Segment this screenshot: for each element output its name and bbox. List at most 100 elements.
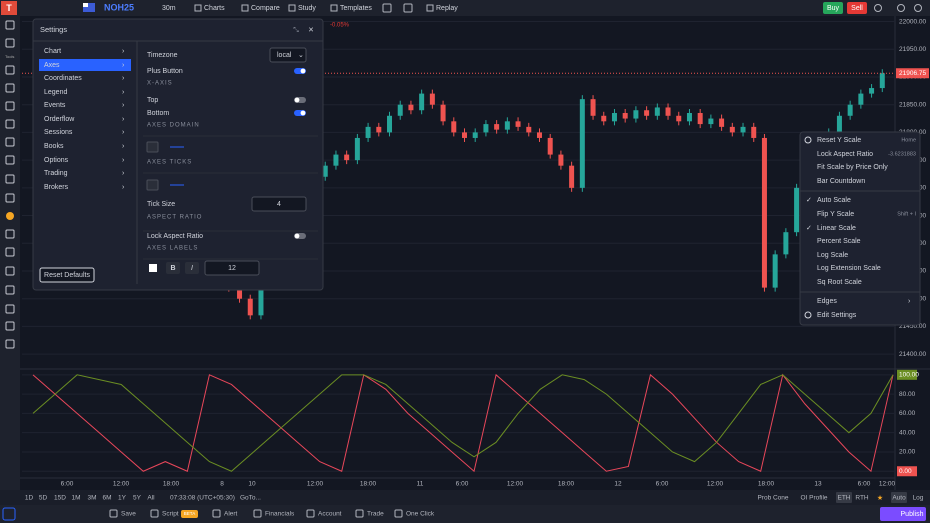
collapse-icon[interactable]: ⤡ <box>293 27 299 34</box>
tool-icon[interactable] <box>5 321 15 331</box>
candle <box>376 126 382 133</box>
bold-button[interactable] <box>166 262 180 274</box>
bottom-button[interactable]: Script <box>162 511 179 518</box>
time-label: 18:00 <box>558 481 575 488</box>
bottom-button[interactable]: Trade <box>367 511 384 518</box>
menu-item[interactable]: Lock Aspect Ratio <box>817 151 873 158</box>
color-swatch[interactable] <box>146 179 159 191</box>
buy-button[interactable] <box>823 2 843 14</box>
tool-icon[interactable] <box>5 193 15 203</box>
time-label: 11 <box>417 481 424 488</box>
range-toggle[interactable]: ETH <box>838 495 851 502</box>
settings-menu-item[interactable]: Axes <box>44 62 60 69</box>
color-checkbox[interactable] <box>149 264 157 272</box>
tool-icon[interactable] <box>5 20 15 30</box>
reset-button[interactable] <box>39 267 95 283</box>
settings-menu-item[interactable]: Books <box>44 143 64 150</box>
range-button[interactable]: 15D <box>54 495 66 502</box>
candle <box>622 113 628 119</box>
toolbar-icon[interactable] <box>897 4 905 12</box>
toolbar-icon[interactable] <box>874 4 882 12</box>
toolbar-button[interactable]: Charts <box>204 5 225 12</box>
tool-icon[interactable] <box>5 229 15 239</box>
menu-item[interactable]: Reset Y Scale <box>817 137 861 144</box>
menu-item[interactable]: Log Scale <box>817 252 848 259</box>
input[interactable] <box>204 260 260 276</box>
menu-item[interactable]: Bar Countdown <box>817 178 865 185</box>
settings-menu-item[interactable]: Options <box>44 157 69 164</box>
toolbar-icon[interactable] <box>382 3 392 13</box>
range-toggle[interactable]: RTH <box>855 495 869 502</box>
tool-icon[interactable] <box>5 101 15 111</box>
range-toggle[interactable]: Auto <box>892 495 906 502</box>
range-button[interactable]: All <box>147 495 155 502</box>
range-button[interactable]: 1D <box>25 495 34 502</box>
publish-button[interactable] <box>880 507 926 521</box>
menu-item[interactable]: Edit Settings <box>817 312 857 319</box>
dropdown[interactable] <box>269 47 307 63</box>
tool-icon[interactable] <box>5 65 15 75</box>
range-button[interactable]: 5D <box>39 495 48 502</box>
menu-item[interactable]: Flip Y Scale <box>817 211 854 218</box>
menu-item[interactable]: Edges <box>817 298 837 305</box>
toolbar-icon[interactable] <box>403 3 413 13</box>
tool-icon[interactable] <box>5 266 15 276</box>
tool-icon[interactable] <box>5 137 15 147</box>
range-button[interactable]: 5Y <box>133 495 142 502</box>
tool-icon[interactable] <box>5 119 15 129</box>
section-header: AXES LABELS <box>147 246 198 252</box>
range-toggle[interactable]: OI Profile <box>800 495 827 502</box>
tool-icon[interactable] <box>6 212 14 220</box>
input[interactable] <box>251 196 307 212</box>
settings-menu-item[interactable]: Coordinates <box>44 75 82 82</box>
close-icon[interactable]: × <box>308 24 313 34</box>
toolbar-button[interactable]: Study <box>298 5 316 12</box>
range-button[interactable]: 6M <box>102 495 111 502</box>
tool-icon[interactable] <box>5 38 15 48</box>
settings-menu-item[interactable]: Brokers <box>44 184 69 191</box>
y-tick-label: 40.00 <box>899 429 916 436</box>
bottom-button[interactable]: Financials <box>265 511 295 518</box>
interval[interactable]: 30m <box>162 5 176 12</box>
tool-icon[interactable] <box>5 83 15 93</box>
tool-icon[interactable] <box>5 174 15 184</box>
star-icon[interactable]: ★ <box>877 494 883 502</box>
bottom-button[interactable]: Account <box>318 511 342 518</box>
menu-item[interactable]: Linear Scale <box>817 225 856 232</box>
tool-icon[interactable] <box>5 285 15 295</box>
range-button[interactable]: 3M <box>87 495 96 502</box>
settings-menu-item[interactable]: Trading <box>44 170 68 177</box>
range-button[interactable]: 1Y <box>118 495 127 502</box>
bottom-button[interactable]: Alert <box>224 511 238 518</box>
range-toggle[interactable]: Prob Cone <box>757 495 788 502</box>
settings-menu-item[interactable]: Orderflow <box>44 116 75 123</box>
left-panel-toggle[interactable] <box>2 507 16 521</box>
tool-icon[interactable] <box>5 155 15 165</box>
menu-item[interactable]: Fit Scale by Price Only <box>817 164 888 171</box>
settings-menu-item[interactable]: Events <box>44 102 66 109</box>
tool-icon[interactable] <box>5 339 15 349</box>
toolbar-button[interactable]: Templates <box>340 5 372 12</box>
settings-menu-item[interactable]: Legend <box>44 89 67 96</box>
toolbar-icon[interactable] <box>914 4 922 12</box>
italic-button[interactable] <box>185 262 199 274</box>
menu-item[interactable]: Sq Root Scale <box>817 279 862 286</box>
settings-menu-item[interactable]: Sessions <box>44 129 73 136</box>
sell-button[interactable] <box>847 2 867 14</box>
toolbar-button[interactable]: Compare <box>251 5 280 12</box>
logo[interactable] <box>1 1 17 15</box>
toolbar-button[interactable]: Replay <box>436 5 458 12</box>
menu-item[interactable]: Percent Scale <box>817 238 861 245</box>
goto-button[interactable]: GoTo... <box>240 495 261 502</box>
bottom-button[interactable]: One Click <box>406 511 435 518</box>
menu-item[interactable]: Auto Scale <box>817 197 851 204</box>
menu-item[interactable]: Log Extension Scale <box>817 265 881 272</box>
symbol[interactable]: NOH25 <box>104 2 134 12</box>
bottom-button[interactable]: Save <box>121 511 136 518</box>
range-button[interactable]: 1M <box>71 495 80 502</box>
range-toggle[interactable]: Log <box>913 495 924 502</box>
tool-icon[interactable] <box>5 247 15 257</box>
settings-menu-item[interactable]: Chart <box>44 48 61 55</box>
tool-icon[interactable] <box>5 304 15 314</box>
color-swatch[interactable] <box>146 141 159 153</box>
